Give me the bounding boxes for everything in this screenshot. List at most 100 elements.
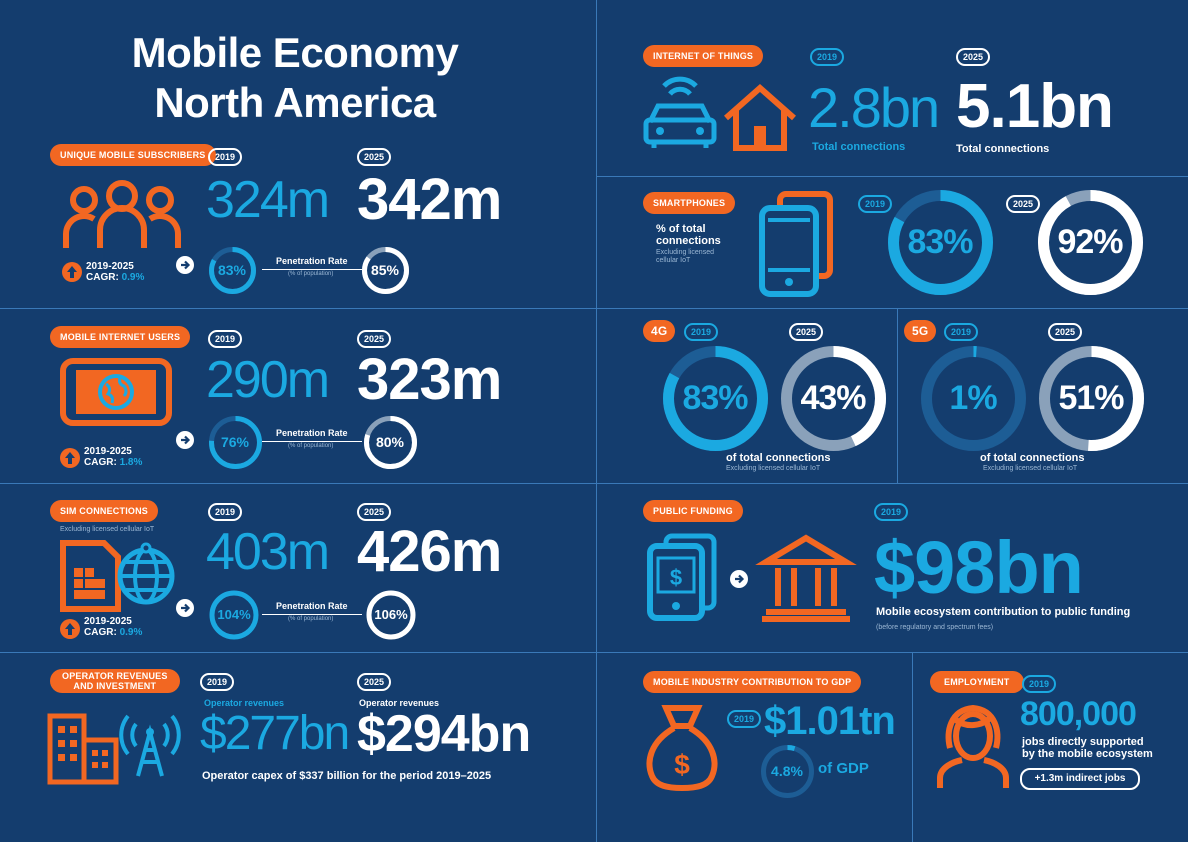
funding-note: (before regulatory and spectrum fees) (876, 624, 994, 631)
page-title: Mobile Economy North America (90, 28, 500, 128)
revenues-label-line2: AND INVESTMENT (73, 681, 157, 691)
employment-caption-line1: jobs directly supported (1022, 736, 1144, 748)
arrow-up-icon (62, 262, 82, 282)
smartphones-desc-line1: % of total (656, 223, 706, 235)
year-2019-badge: 2019 (200, 673, 235, 691)
subscribers-pen-2019-value: 83% (217, 262, 247, 278)
5g-2025-ring (1038, 345, 1144, 451)
internet-cagr-value: 1.8% (119, 457, 143, 468)
revenues-capex: Operator capex of $337 billion for the p… (202, 770, 492, 782)
cagr-prefix: CAGR: (86, 272, 122, 283)
sim-pen-2019-ring (209, 590, 259, 640)
sim-pen-2019-value: 104% (217, 607, 251, 622)
year-2025-badge: 2025 (789, 323, 824, 341)
revenues-2025-value: $294bn (357, 705, 531, 763)
employment-indirect-badge: +1.3m indirect jobs (1020, 768, 1140, 790)
internet-2025-value: 323m (357, 347, 502, 412)
4g-label: 4G (643, 320, 676, 342)
year-2019-badge: 2019 (810, 48, 845, 66)
smartphones-note: Excluding licensed cellular IoT (656, 249, 714, 265)
smartphones-desc: % of total connections (656, 223, 721, 247)
page-title-line2: North America (154, 79, 436, 126)
gdp-share-ring (760, 744, 814, 798)
page-title-line1: Mobile Economy (131, 29, 459, 76)
divider-left-1 (0, 308, 596, 309)
revenues-2019-caption: Operator revenues (204, 698, 285, 708)
ring-arc (208, 246, 256, 294)
subscribers-pen-line (262, 269, 362, 270)
money-bag-icon: $ (646, 705, 718, 792)
divider-left-2 (0, 483, 596, 484)
sim-card-globe-icon (60, 540, 175, 612)
internet-pen-sub: (% of population) (288, 443, 334, 449)
ring-arc (361, 246, 409, 294)
car-wifi-icon (643, 76, 717, 148)
subscribers-2019-value: 324m (206, 171, 330, 229)
sim-cagr-period: 2019-2025 (84, 616, 132, 627)
internet-cagr: 2019-2025 CAGR: 1.8% (84, 446, 142, 468)
ring-arc (1037, 189, 1143, 295)
funding-label: PUBLIC FUNDING (643, 500, 743, 522)
iot-2025-caption: Total connections (956, 143, 1050, 155)
4g-2019-value: 83% (682, 379, 748, 417)
internet-cagr-period: 2019-2025 (84, 446, 132, 457)
sim-cagr-line: CAGR: 0.9% (84, 627, 142, 638)
svg-text:$: $ (670, 565, 682, 590)
subscribers-cagr-line: CAGR: 0.9% (86, 272, 144, 283)
5g-caption: of total connections (980, 452, 1085, 464)
iot-2025-value: 5.1bn (956, 72, 1114, 141)
employment-value: 800,000 (1020, 695, 1137, 733)
revenues-label: OPERATOR REVENUES AND INVESTMENT (50, 669, 180, 693)
smartphones-2025-ring (1037, 189, 1143, 295)
revenues-label-line1: OPERATOR REVENUES (62, 671, 168, 681)
year-2019-badge: 2019 (858, 195, 893, 213)
ring-arc (887, 189, 993, 295)
smartphones-note-line2: cellular IoT (656, 257, 691, 264)
iot-label: INTERNET OF THINGS (643, 45, 764, 67)
internet-pen-2019-value: 76% (220, 434, 250, 450)
gdp-share-suffix: of GDP (818, 760, 869, 777)
arrow-up-icon (60, 619, 80, 639)
4g-note: Excluding licensed cellular IoT (726, 465, 821, 472)
sim-pen-2025-ring (366, 590, 416, 640)
government-building-icon (755, 534, 857, 622)
4g-caption: of total connections (726, 452, 831, 464)
ring-arc (1038, 345, 1144, 451)
svg-text:$: $ (674, 749, 690, 780)
tablet-globe-icon (60, 358, 172, 426)
sim-pen-line (262, 614, 362, 615)
4g-2025-value: 43% (800, 379, 866, 417)
internet-pen-2025-ring (363, 415, 417, 469)
phone-payment-icon: $ (647, 533, 717, 621)
iot-2019-caption: Total connections (812, 141, 906, 153)
cagr-prefix: CAGR: (84, 457, 120, 468)
employment-caption: jobs directly supported by the mobile ec… (1022, 736, 1153, 760)
smartphones-icon (759, 191, 833, 297)
gdp-share-value: 4.8% (771, 763, 803, 779)
subscribers-pen-2025-value: 85% (370, 262, 400, 278)
employment-caption-line2: by the mobile ecosystem (1022, 748, 1153, 760)
subscribers-pen-label: Penetration Rate (276, 256, 348, 266)
house-icon (724, 83, 796, 151)
cagr-prefix: CAGR: (84, 627, 120, 638)
divider-left-3 (0, 652, 596, 653)
ring-arc (780, 345, 886, 451)
divider-4g5g (897, 308, 898, 483)
ring-arc (920, 345, 1026, 451)
internet-cagr-line: CAGR: 1.8% (84, 457, 142, 468)
smartphones-label: SMARTPHONES (643, 192, 736, 214)
sim-note: Excluding licensed cellular IoT (60, 526, 155, 533)
people-icon (62, 180, 182, 248)
5g-2019-ring (920, 345, 1026, 451)
5g-label: 5G (904, 320, 937, 342)
divider-right-4 (597, 652, 1188, 653)
sim-2019-value: 403m (206, 523, 330, 581)
5g-note: Excluding licensed cellular IoT (983, 465, 1078, 472)
sim-cagr: 2019-2025 CAGR: 0.9% (84, 616, 142, 638)
year-2025-badge: 2025 (357, 673, 392, 691)
smartphones-2025-value: 92% (1057, 223, 1123, 261)
subscribers-label: UNIQUE MOBILE SUBSCRIBERS (50, 144, 216, 166)
subscribers-cagr: 2019-2025 CAGR: 0.9% (86, 261, 144, 283)
internet-label: MOBILE INTERNET USERS (50, 326, 191, 348)
sim-label: SIM CONNECTIONS (50, 500, 159, 522)
